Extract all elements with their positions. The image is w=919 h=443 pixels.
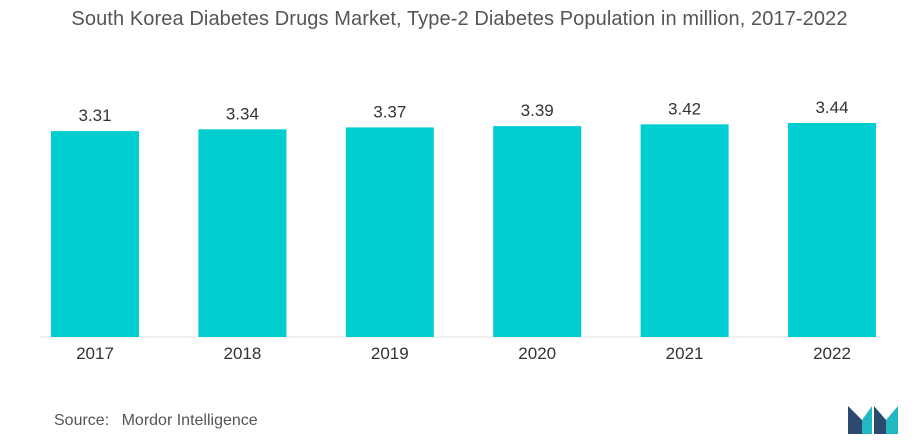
data-label-2018: 3.34 (226, 104, 259, 123)
data-label-2020: 3.39 (521, 101, 554, 120)
x-tick-label-2019: 2019 (371, 344, 409, 363)
chart-title: South Korea Diabetes Drugs Market, Type-… (71, 8, 848, 30)
bar-2019 (345, 127, 434, 338)
source-note: Source: Mordor Intelligence (54, 412, 258, 430)
data-label-2017: 3.31 (78, 106, 111, 125)
source-label: Source: (54, 412, 110, 429)
data-label-2022: 3.44 (815, 98, 848, 117)
mordor-intelligence-logo-icon (848, 406, 898, 434)
bar-2022 (788, 123, 876, 337)
bars-layer: 3.31 2017 3.34 2018 3.37 2019 3.39 2020 3.42 2021… (51, 98, 876, 363)
source-text: Mordor Intelligence (121, 412, 258, 429)
x-tick-label-2022: 2022 (813, 344, 851, 363)
data-label-2021: 3.42 (668, 99, 701, 118)
x-tick-label-2020: 2020 (518, 344, 556, 363)
data-label-2019: 3.37 (373, 102, 406, 121)
bar-2020 (493, 126, 582, 337)
bar-2017 (51, 131, 139, 337)
x-tick-label-2018: 2018 (223, 344, 261, 363)
x-tick-label-2017: 2017 (76, 344, 114, 363)
bar-2018 (198, 129, 287, 337)
bar-2021 (640, 124, 729, 337)
x-tick-label-2021: 2021 (666, 344, 704, 363)
